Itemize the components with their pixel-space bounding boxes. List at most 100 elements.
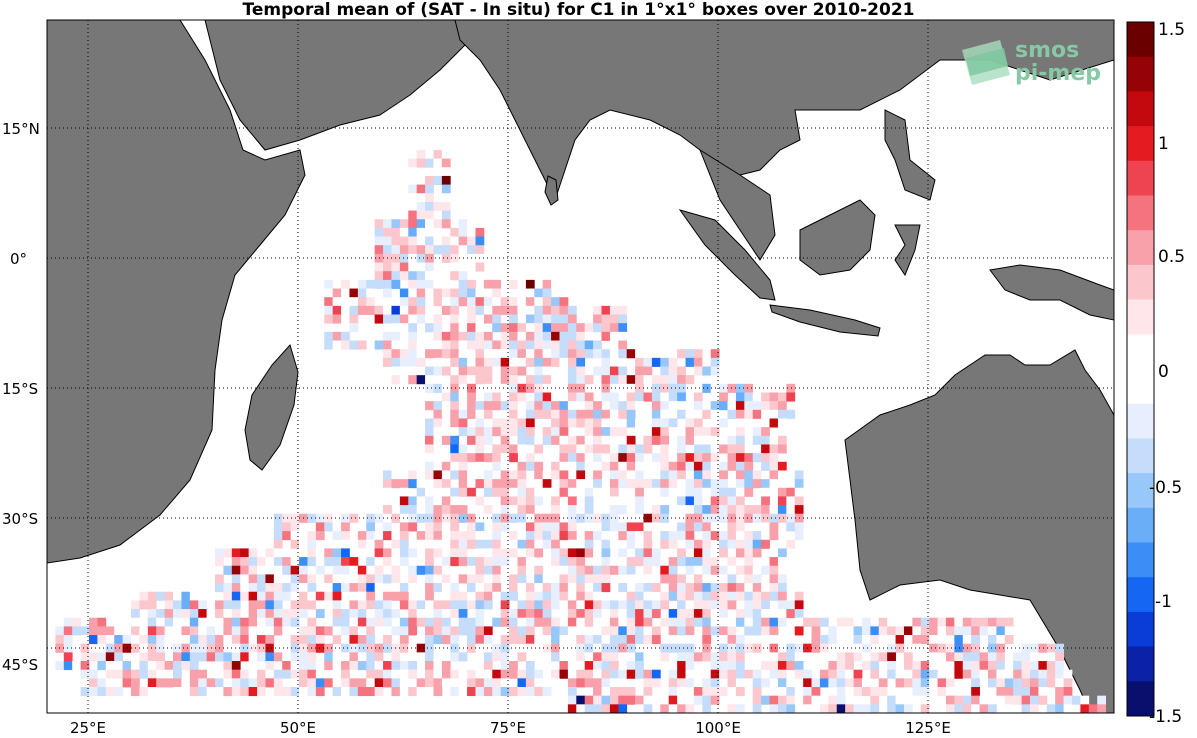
heatmap-cell [786, 635, 796, 645]
heatmap-cell [693, 695, 703, 705]
heatmap-cell [416, 297, 426, 307]
heatmap-cell [223, 669, 233, 679]
heatmap-cell [635, 418, 644, 428]
heatmap-cell [517, 279, 527, 289]
heatmap-cell [685, 635, 695, 645]
heatmap-cell [105, 678, 115, 688]
heatmap-cell [777, 661, 787, 671]
heatmap-cell [349, 617, 359, 627]
lat-tick-label: 30°S [2, 510, 38, 528]
heatmap-cell [744, 548, 754, 558]
heatmap-cell [954, 652, 964, 662]
heatmap-cell [979, 669, 989, 679]
heatmap-cell [845, 704, 854, 713]
heatmap-cell [542, 574, 552, 584]
heatmap-cell [542, 331, 552, 341]
heatmap-cell [710, 687, 720, 697]
heatmap-cell [97, 626, 107, 636]
heatmap-cell [164, 591, 174, 601]
heatmap-cell [735, 591, 745, 601]
heatmap-cell [828, 661, 838, 671]
heatmap-cell [567, 375, 577, 385]
heatmap-cell [509, 669, 518, 679]
heatmap-cell [332, 687, 342, 697]
heatmap-cell [542, 600, 552, 610]
heatmap-cell [467, 470, 476, 480]
heatmap-cell [542, 409, 552, 419]
heatmap-cell [534, 392, 544, 402]
heatmap-cell [366, 557, 376, 567]
heatmap-cell [727, 574, 737, 584]
heatmap-cell [609, 496, 619, 506]
heatmap-cell [408, 340, 418, 350]
heatmap-cell [601, 643, 611, 653]
heatmap-cell [601, 695, 611, 705]
heatmap-cell [702, 704, 712, 713]
heatmap-cell [668, 695, 678, 705]
heatmap-cell [492, 418, 502, 428]
heatmap-cell [483, 349, 493, 359]
heatmap-cell [105, 626, 115, 636]
heatmap-cell [551, 505, 560, 515]
heatmap-cell [433, 288, 443, 298]
lat-tick-label: 15°S [2, 380, 38, 398]
heatmap-cell [685, 704, 695, 713]
heatmap-cell [996, 626, 1006, 636]
heatmap-cell [651, 652, 661, 662]
heatmap-cell [467, 496, 476, 506]
heatmap-cell [601, 678, 611, 688]
heatmap-cell [399, 557, 409, 567]
heatmap-cell [517, 392, 527, 402]
heatmap-cell [551, 669, 560, 679]
heatmap-cell [299, 678, 308, 688]
heatmap-cell [1055, 678, 1064, 688]
heatmap-cell [635, 375, 644, 385]
heatmap-cell [534, 565, 544, 575]
heatmap-cell [693, 574, 703, 584]
heatmap-cell [282, 652, 292, 662]
heatmap-cell [425, 591, 434, 601]
heatmap-cell [433, 383, 443, 393]
heatmap-cell [525, 600, 535, 610]
heatmap-cell [231, 565, 241, 575]
heatmap-cell [786, 513, 796, 523]
heatmap-cell [441, 253, 451, 263]
heatmap-cell [450, 245, 460, 255]
heatmap-cell [399, 513, 409, 523]
heatmap-cell [240, 617, 250, 627]
heatmap-cell [517, 583, 527, 593]
heatmap-cell [231, 678, 241, 688]
heatmap-cell [870, 687, 880, 697]
heatmap-cell [509, 279, 518, 289]
heatmap-cell [702, 383, 712, 393]
heatmap-cell [198, 678, 208, 688]
heatmap-cell [441, 418, 451, 428]
heatmap-cell [542, 314, 552, 324]
heatmap-cell [609, 626, 619, 636]
heatmap-cell [450, 409, 460, 419]
heatmap-cell [374, 565, 384, 575]
heatmap-cell [551, 323, 560, 333]
heatmap-cell [198, 687, 208, 697]
heatmap-cell [391, 375, 401, 385]
heatmap-cell [660, 513, 670, 523]
heatmap-cell [618, 461, 628, 471]
heatmap-cell [651, 461, 661, 471]
heatmap-cell [693, 435, 703, 445]
heatmap-cell [509, 331, 518, 341]
heatmap-cell [483, 487, 493, 497]
heatmap-cell [987, 704, 997, 713]
heatmap-cell [399, 635, 409, 645]
heatmap-cell [441, 635, 451, 645]
landmass-borneo [799, 199, 876, 276]
heatmap-cell [483, 479, 493, 489]
heatmap-cell [668, 704, 678, 713]
heatmap-cell [777, 609, 787, 619]
heatmap-cell [509, 531, 518, 541]
heatmap-cell [836, 687, 846, 697]
heatmap-cell [996, 635, 1006, 645]
heatmap-cell [391, 652, 401, 662]
heatmap-cell [761, 479, 770, 489]
heatmap-cell [467, 687, 476, 697]
heatmap-cell [173, 609, 182, 619]
